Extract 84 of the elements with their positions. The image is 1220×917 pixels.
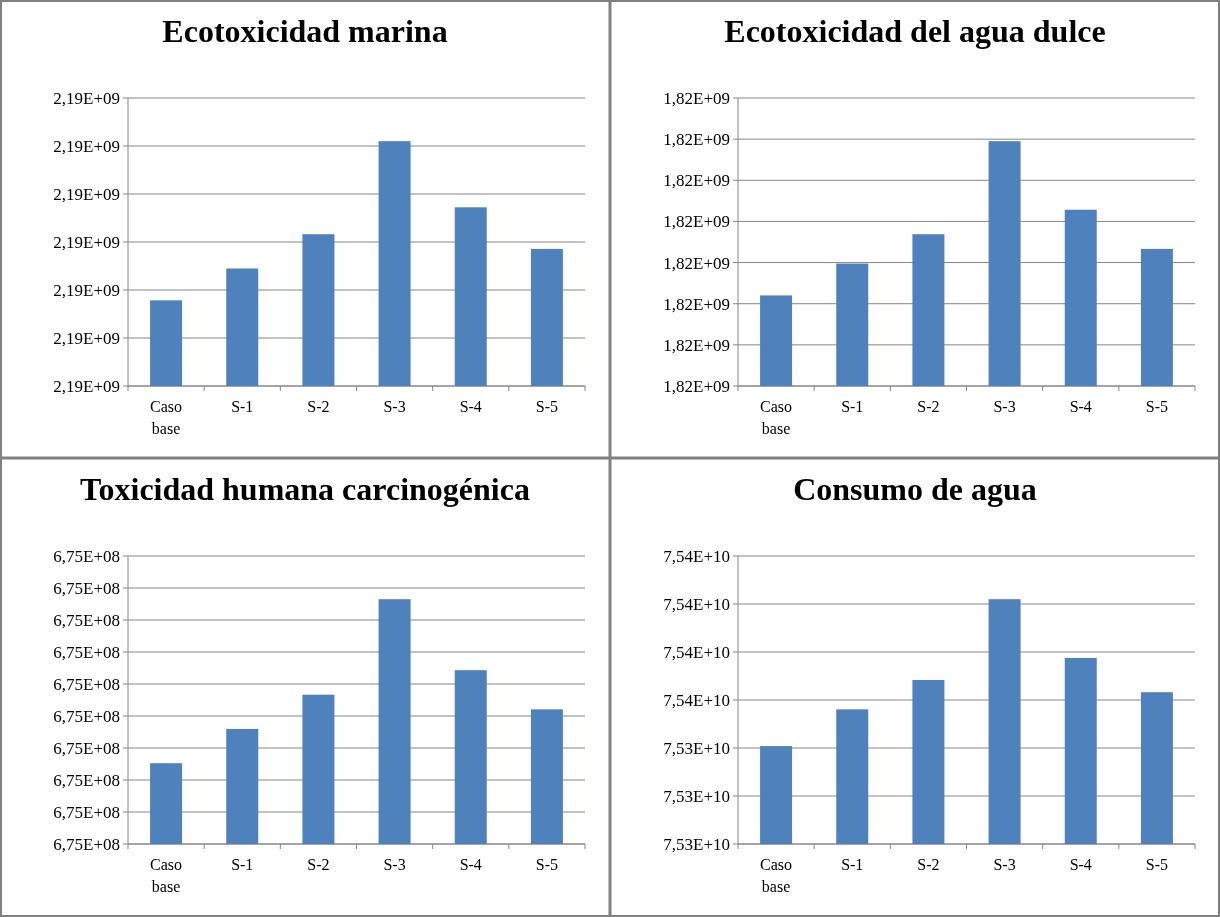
bar bbox=[226, 728, 259, 844]
text: 7,54E+10 bbox=[663, 642, 730, 662]
x-tick-label: S-3 bbox=[383, 398, 406, 415]
x-tick-label: S-4 bbox=[1069, 856, 1092, 873]
x-tick-label: S-5 bbox=[535, 398, 559, 415]
bar bbox=[836, 709, 869, 844]
text: 1,82E+09 bbox=[663, 88, 730, 108]
x-tick-label: S-2 bbox=[307, 856, 330, 873]
text: 1,82E+09 bbox=[663, 294, 730, 314]
text: 6,75E+08 bbox=[53, 738, 120, 758]
bar bbox=[226, 268, 259, 386]
x-tick-label: S-4 bbox=[1069, 398, 1092, 415]
bar bbox=[1140, 692, 1173, 844]
bar bbox=[530, 248, 563, 386]
text: 1,82E+09 bbox=[663, 376, 730, 396]
x-tick-label: S-1 bbox=[841, 856, 864, 873]
bar bbox=[530, 709, 563, 844]
x-tick-label: S-3 bbox=[383, 856, 406, 873]
text: 2,19E+09 bbox=[53, 280, 120, 300]
bar bbox=[150, 300, 183, 386]
text: 2,19E+09 bbox=[53, 136, 120, 156]
x-tick-label: S-5 bbox=[1145, 856, 1169, 873]
text: 2,19E+09 bbox=[53, 184, 120, 204]
text: 1,82E+09 bbox=[663, 253, 730, 273]
bar bbox=[454, 207, 487, 386]
x-tick-label: S-3 bbox=[993, 398, 1016, 415]
bar bbox=[302, 234, 335, 386]
x-tick-label: S-3 bbox=[993, 856, 1016, 873]
text: 2,19E+09 bbox=[53, 232, 120, 252]
text: 1,82E+09 bbox=[663, 130, 730, 150]
bar bbox=[760, 295, 793, 386]
chart-title: Ecotoxicidad marina bbox=[162, 13, 448, 49]
text: 7,54E+10 bbox=[663, 690, 730, 710]
bar bbox=[1064, 657, 1097, 844]
text: 6,75E+08 bbox=[53, 546, 120, 566]
bar bbox=[1140, 248, 1173, 386]
bar bbox=[988, 599, 1021, 844]
bar bbox=[912, 679, 945, 844]
bar bbox=[150, 763, 183, 844]
x-tick-label: S-4 bbox=[459, 856, 482, 873]
x-tick-label: S-2 bbox=[917, 856, 940, 873]
x-tick-label: S-2 bbox=[307, 398, 330, 415]
bar bbox=[302, 694, 335, 844]
text: 1,82E+09 bbox=[663, 335, 730, 355]
x-tick-label: Caso base bbox=[150, 856, 183, 895]
x-tick-label: Caso base bbox=[150, 398, 183, 437]
text: 7,53E+10 bbox=[663, 834, 730, 854]
x-tick-label: S-2 bbox=[917, 398, 940, 415]
x-tick-label: S-5 bbox=[1145, 398, 1169, 415]
bar bbox=[912, 234, 945, 386]
bar bbox=[988, 141, 1021, 386]
text: 6,75E+08 bbox=[53, 802, 120, 822]
bar bbox=[1064, 209, 1097, 386]
text: 7,54E+10 bbox=[663, 546, 730, 566]
chart-title: Consumo de agua bbox=[793, 471, 1037, 507]
text: 1,82E+09 bbox=[663, 212, 730, 232]
text: 1,82E+09 bbox=[663, 171, 730, 191]
x-tick-label: S-4 bbox=[459, 398, 482, 415]
text: 2,19E+09 bbox=[53, 88, 120, 108]
text: 6,75E+08 bbox=[53, 578, 120, 598]
bar bbox=[760, 746, 793, 844]
chart-title: Ecotoxicidad del agua dulce bbox=[724, 13, 1106, 49]
text: 6,75E+08 bbox=[53, 674, 120, 694]
text: 6,75E+08 bbox=[53, 706, 120, 726]
bar bbox=[378, 141, 411, 386]
x-tick-label: Caso base bbox=[760, 856, 793, 895]
bar bbox=[378, 599, 411, 844]
bar bbox=[836, 263, 869, 386]
text: 7,53E+10 bbox=[663, 786, 730, 806]
x-tick-label: Caso base bbox=[760, 398, 793, 437]
x-tick-label: S-1 bbox=[231, 398, 254, 415]
text: 6,75E+08 bbox=[53, 834, 120, 854]
text: 7,53E+10 bbox=[663, 738, 730, 758]
text: 6,75E+08 bbox=[53, 770, 120, 790]
text: 6,75E+08 bbox=[53, 610, 120, 630]
text: 6,75E+08 bbox=[53, 642, 120, 662]
chart-title: Toxicidad humana carcinogénica bbox=[80, 471, 530, 507]
x-tick-label: S-1 bbox=[841, 398, 864, 415]
x-tick-label: S-5 bbox=[535, 856, 559, 873]
text: 2,19E+09 bbox=[53, 328, 120, 348]
text: 2,19E+09 bbox=[53, 376, 120, 396]
text: 7,54E+10 bbox=[663, 594, 730, 614]
bar bbox=[454, 670, 487, 844]
x-tick-label: S-1 bbox=[231, 856, 254, 873]
